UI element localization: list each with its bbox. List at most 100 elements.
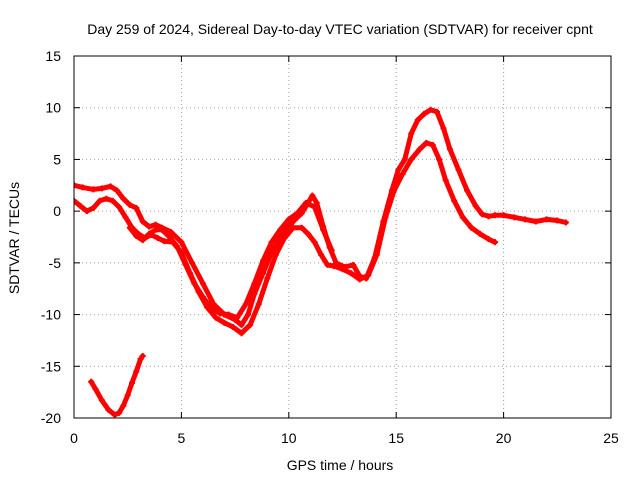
data-point bbox=[247, 321, 254, 328]
grid bbox=[74, 56, 611, 418]
plot-series bbox=[74, 106, 569, 418]
data-point bbox=[92, 386, 99, 393]
data-point bbox=[399, 170, 406, 177]
data-point bbox=[116, 409, 123, 416]
chart-title: Day 259 of 2024, Sidereal Day-to-day VTE… bbox=[87, 21, 593, 37]
data-point bbox=[395, 166, 402, 173]
x-tick-labels: 0 5 10 15 20 25 bbox=[70, 430, 619, 446]
data-point bbox=[260, 257, 267, 264]
data-point bbox=[154, 235, 161, 242]
data-point bbox=[455, 166, 462, 173]
data-point bbox=[324, 261, 331, 268]
data-point bbox=[98, 397, 105, 404]
data-point bbox=[133, 368, 140, 375]
data-point bbox=[330, 262, 337, 269]
data-point bbox=[348, 270, 355, 277]
axis-ticks bbox=[73, 55, 612, 419]
data-point bbox=[244, 311, 251, 318]
data-point bbox=[309, 192, 316, 199]
data-point bbox=[133, 232, 140, 239]
data-point bbox=[103, 195, 110, 202]
data-point bbox=[191, 280, 198, 287]
y-tick-label: -10 bbox=[41, 307, 61, 323]
data-point bbox=[128, 379, 135, 386]
data-point bbox=[255, 301, 262, 308]
y-axis-label: SDTVAR / TECUs bbox=[6, 182, 22, 294]
data-point bbox=[234, 314, 241, 321]
data-point bbox=[328, 247, 335, 254]
data-point bbox=[298, 224, 305, 231]
data-point bbox=[120, 195, 127, 202]
data-point bbox=[522, 216, 529, 223]
data-point bbox=[74, 197, 77, 204]
data-point bbox=[217, 310, 224, 317]
data-point bbox=[139, 237, 146, 244]
data-point bbox=[401, 156, 408, 163]
data-point bbox=[189, 259, 196, 266]
data-point bbox=[318, 251, 325, 258]
data-point bbox=[320, 226, 327, 233]
data-point bbox=[485, 236, 492, 243]
data-point bbox=[174, 243, 181, 250]
data-point bbox=[208, 305, 215, 312]
data-point bbox=[152, 226, 159, 233]
y-tick-label: 10 bbox=[45, 100, 61, 116]
data-point bbox=[294, 210, 301, 217]
data-point bbox=[264, 275, 271, 282]
data-point bbox=[126, 201, 133, 208]
data-point bbox=[212, 314, 219, 321]
data-point bbox=[382, 214, 389, 221]
data-point bbox=[124, 392, 131, 399]
data-point bbox=[373, 251, 380, 258]
data-point bbox=[485, 213, 492, 220]
data-point bbox=[356, 276, 363, 283]
data-point bbox=[408, 156, 415, 163]
data-point bbox=[468, 224, 475, 231]
data-point bbox=[451, 197, 458, 204]
data-point bbox=[532, 218, 539, 225]
data-point bbox=[126, 224, 133, 231]
data-point bbox=[251, 280, 258, 287]
data-point bbox=[272, 251, 279, 258]
data-point bbox=[116, 204, 123, 211]
data-point bbox=[311, 204, 318, 211]
data-point bbox=[182, 261, 189, 268]
data-point bbox=[90, 186, 97, 193]
data-point bbox=[167, 228, 174, 235]
data-point bbox=[562, 219, 569, 226]
data-point bbox=[492, 212, 499, 219]
data-point bbox=[199, 280, 206, 287]
data-point bbox=[476, 230, 483, 237]
data-point bbox=[305, 230, 312, 237]
data-point bbox=[442, 177, 449, 184]
data-point bbox=[238, 330, 245, 337]
data-point bbox=[311, 239, 318, 246]
data-point bbox=[429, 141, 436, 148]
data-point bbox=[242, 301, 249, 308]
x-tick-label: 15 bbox=[388, 430, 404, 446]
data-point bbox=[77, 202, 84, 209]
data-point bbox=[427, 106, 434, 113]
data-point bbox=[225, 311, 232, 318]
data-point bbox=[423, 139, 430, 146]
data-point bbox=[391, 187, 398, 194]
data-point bbox=[436, 156, 443, 163]
data-point bbox=[421, 110, 428, 117]
data-point bbox=[178, 239, 185, 246]
data-point bbox=[120, 402, 127, 409]
y-tick-label: -20 bbox=[41, 410, 61, 426]
data-point bbox=[302, 199, 309, 206]
x-tick-label: 25 bbox=[603, 430, 619, 446]
data-point bbox=[416, 146, 423, 153]
plot-frame bbox=[73, 55, 612, 419]
data-point bbox=[285, 216, 292, 223]
series-line-track-d bbox=[88, 353, 146, 418]
data-point bbox=[96, 197, 103, 204]
y-tick-label: -15 bbox=[41, 358, 61, 374]
data-point bbox=[229, 323, 236, 330]
data-point bbox=[122, 214, 129, 221]
data-point bbox=[464, 187, 471, 194]
data-point bbox=[440, 125, 447, 132]
data-point bbox=[459, 214, 466, 221]
x-tick-label: 20 bbox=[496, 430, 512, 446]
